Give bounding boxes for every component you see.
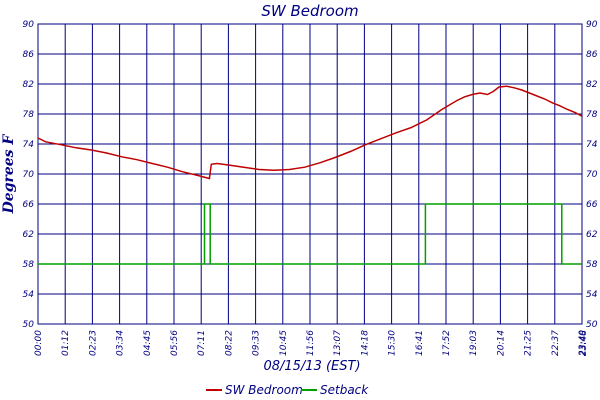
y-tick-label-right: 86 bbox=[586, 50, 598, 60]
plot-frame bbox=[37, 23, 583, 325]
x-tick-label: 22:37 bbox=[551, 330, 561, 356]
x-axis-label: 08/15/13 (EST) bbox=[263, 359, 360, 374]
y-tick-label-right: 82 bbox=[586, 80, 598, 90]
y-tick-label-left: 50 bbox=[23, 320, 35, 330]
legend-label-sw-bedroom: SW Bedroom bbox=[225, 383, 303, 397]
x-axis: 00:00 01:12 02:23 03:34 04:45 05:56 07:11 08:22… bbox=[34, 330, 589, 356]
y-tick-label-left: 62 bbox=[23, 230, 35, 240]
y-tick-label-left: 86 bbox=[23, 50, 35, 60]
x-tick-label: 23:48 bbox=[579, 330, 589, 356]
y-axis-left: 50 54 58 62 66 70 74 78 82 86 90 bbox=[23, 20, 35, 330]
y-tick-label-right: 70 bbox=[586, 170, 598, 180]
y-tick-label-left: 74 bbox=[23, 140, 35, 150]
x-tick-label: 23:40 bbox=[578, 330, 588, 356]
y-tick-label-left: 66 bbox=[23, 200, 35, 210]
y-axis-label: Degrees F bbox=[1, 134, 17, 215]
chart-title: SW Bedroom bbox=[261, 2, 358, 20]
y-tick-label-right: 62 bbox=[586, 230, 598, 240]
legend: SW Bedroom Setback bbox=[206, 383, 369, 397]
x-tick-label: 20:14 bbox=[496, 330, 506, 356]
y-tick-label-left: 58 bbox=[23, 260, 35, 270]
x-tick-label: 14:18 bbox=[360, 330, 370, 356]
grid-lines bbox=[38, 23, 582, 325]
series-line-setback bbox=[38, 203, 582, 265]
x-tick-label: 03:34 bbox=[116, 330, 126, 356]
y-tick-label-right: 50 bbox=[586, 320, 598, 330]
x-tick-label: 07:11 bbox=[197, 330, 207, 356]
y-tick-label-right: 74 bbox=[586, 140, 598, 150]
y-tick-label-right: 78 bbox=[586, 110, 598, 120]
x-tick-label: 13:07 bbox=[333, 330, 343, 356]
legend-label-setback: Setback bbox=[320, 383, 369, 397]
y-tick-label-right: 90 bbox=[586, 20, 598, 30]
x-tick-label: 04:45 bbox=[143, 330, 153, 356]
y-tick-label-left: 78 bbox=[23, 110, 35, 120]
y-tick-label-left: 54 bbox=[23, 290, 35, 300]
x-tick-label: 17:52 bbox=[442, 330, 452, 356]
x-tick-label: 19:03 bbox=[469, 330, 479, 356]
x-tick-label: 16:41 bbox=[415, 330, 425, 356]
series-line-sw-bedroom bbox=[37, 85, 583, 180]
x-tick-label: 21:25 bbox=[524, 330, 534, 356]
y-tick-label-right: 54 bbox=[586, 290, 598, 300]
x-tick-label: 01:12 bbox=[61, 330, 71, 356]
x-tick-label: 00:00 bbox=[34, 330, 44, 356]
y-axis-right: 50 54 58 62 66 70 74 78 82 86 90 bbox=[586, 20, 598, 330]
x-tick-label: 05:56 bbox=[170, 330, 180, 356]
y-tick-label-right: 58 bbox=[586, 260, 598, 270]
y-tick-label-right: 66 bbox=[586, 200, 598, 210]
y-tick-label-left: 82 bbox=[23, 80, 35, 90]
x-tick-label: 09:33 bbox=[252, 330, 262, 356]
x-tick-label: 15:30 bbox=[388, 330, 398, 356]
series-layer bbox=[37, 85, 583, 265]
x-tick-label: 10:45 bbox=[279, 330, 289, 356]
x-tick-label: 11:56 bbox=[306, 330, 316, 356]
y-tick-label-left: 70 bbox=[23, 170, 35, 180]
x-tick-label: 02:23 bbox=[88, 330, 98, 356]
y-tick-label-left: 90 bbox=[23, 20, 35, 30]
x-tick-label: 08:22 bbox=[224, 330, 234, 356]
